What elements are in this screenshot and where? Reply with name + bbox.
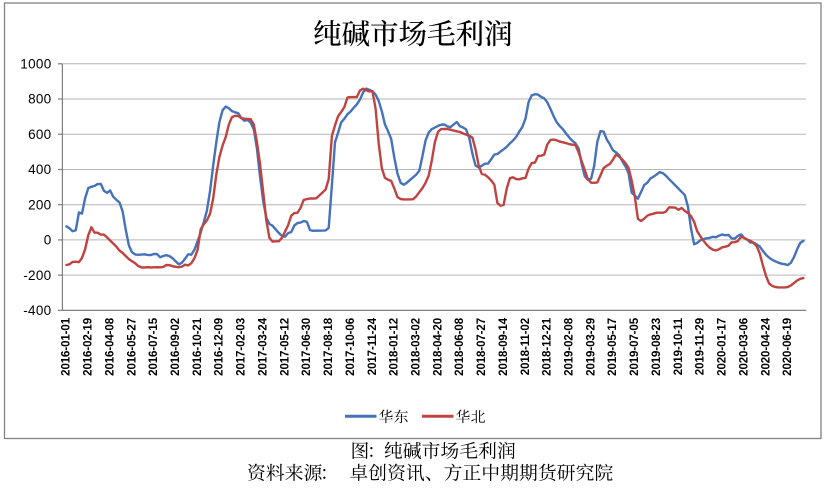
svg-text:2018-06-08: 2018-06-08: [454, 317, 466, 376]
svg-text:2018-04-20: 2018-04-20: [432, 318, 444, 376]
svg-text:2018-01-12: 2018-01-12: [389, 318, 401, 376]
svg-text:2018-03-02: 2018-03-02: [411, 318, 423, 376]
svg-text:2017-11-24: 2017-11-24: [367, 317, 379, 375]
svg-text:-200: -200: [23, 268, 51, 283]
svg-text:2019-10-11: 2019-10-11: [673, 317, 685, 375]
svg-text:2016-10-21: 2016-10-21: [192, 317, 204, 376]
svg-text:2020-06-19: 2020-06-19: [782, 318, 794, 376]
svg-text:2017-06-30: 2017-06-30: [301, 318, 313, 376]
svg-text:2019-08-23: 2019-08-23: [651, 318, 663, 376]
svg-text:2016-02-19: 2016-02-19: [83, 318, 95, 376]
svg-text:2020-01-17: 2020-01-17: [717, 318, 729, 376]
svg-text:2018-09-14: 2018-09-14: [498, 317, 510, 376]
svg-text:2016-05-27: 2016-05-27: [126, 318, 138, 376]
svg-text:2019-11-29: 2019-11-29: [695, 318, 707, 375]
svg-text:600: 600: [28, 127, 51, 142]
svg-text:2019-05-17: 2019-05-17: [607, 318, 619, 376]
svg-text:2016-12-09: 2016-12-09: [214, 318, 226, 376]
svg-text:2017-08-18: 2017-08-18: [323, 317, 335, 376]
svg-text:2018-12-21: 2018-12-21: [542, 317, 554, 376]
svg-text:2020-04-24: 2020-04-24: [760, 317, 772, 376]
svg-text:2017-03-24: 2017-03-24: [257, 317, 269, 376]
svg-text:2018-07-27: 2018-07-27: [476, 318, 488, 376]
svg-text:2017-02-03: 2017-02-03: [236, 318, 248, 376]
svg-text:400: 400: [28, 162, 51, 177]
svg-text:2016-04-08: 2016-04-08: [104, 317, 116, 376]
svg-text:200: 200: [28, 197, 51, 212]
svg-text:2019-03-29: 2019-03-29: [585, 318, 597, 376]
svg-text:0: 0: [44, 233, 52, 248]
svg-text:1000: 1000: [20, 57, 51, 72]
svg-text:2020-03-06: 2020-03-06: [738, 318, 750, 376]
svg-text:2018-11-02: 2018-11-02: [520, 318, 532, 375]
svg-text:-400: -400: [23, 303, 51, 318]
svg-text:2017-10-06: 2017-10-06: [345, 318, 357, 376]
svg-text:2016-09-02: 2016-09-02: [170, 318, 182, 376]
svg-text:2017-05-12: 2017-05-12: [279, 318, 291, 376]
svg-text:800: 800: [28, 92, 51, 107]
svg-text:2019-07-05: 2019-07-05: [629, 317, 641, 376]
svg-text:2016-01-01: 2016-01-01: [61, 317, 73, 376]
svg-text:2019-02-08: 2019-02-08: [564, 317, 576, 376]
svg-text:2016-07-15: 2016-07-15: [148, 317, 160, 376]
